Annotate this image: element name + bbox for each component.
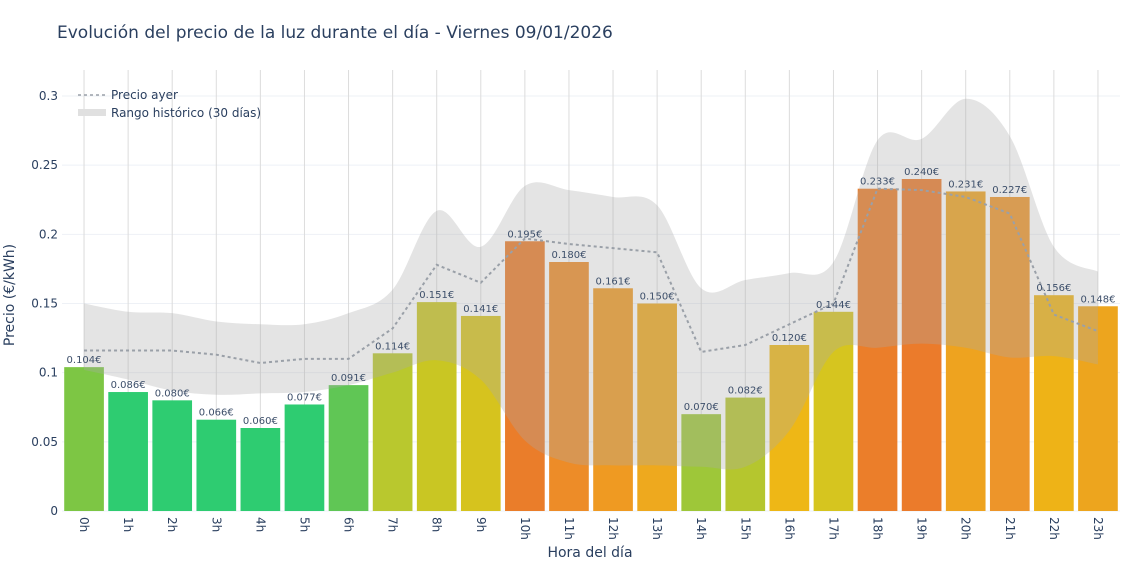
x-tick-label: 4h <box>253 517 267 532</box>
bar-3h <box>196 419 237 511</box>
x-tick-label: 22h <box>1047 517 1061 540</box>
data-label: 0.104€ <box>67 355 102 366</box>
x-tick-label: 18h <box>871 517 885 540</box>
x-tick-label: 7h <box>386 517 400 532</box>
x-axis-title: Hora del día <box>547 545 632 561</box>
data-label: 0.240€ <box>904 167 939 178</box>
chart-title: Evolución del precio de la luz durante e… <box>57 23 613 43</box>
historic-range-band <box>84 98 1098 470</box>
data-label: 0.231€ <box>948 179 983 190</box>
data-label: 0.144€ <box>816 300 851 311</box>
data-label: 0.148€ <box>1080 294 1115 305</box>
bar-18h <box>857 188 898 511</box>
x-tick-label: 23h <box>1091 517 1105 540</box>
bar-7h <box>372 353 413 511</box>
data-label: 0.120€ <box>772 333 807 344</box>
legend[interactable]: Precio ayer Rango histórico (30 días) <box>78 88 261 120</box>
data-label: 0.141€ <box>463 304 498 315</box>
data-labels: 0.104€ 0.086€ 0.080€ 0.066€ 0.060€ 0.077€ 0.09… <box>67 167 1116 427</box>
legend-yesterday[interactable]: Precio ayer <box>111 88 178 102</box>
bar-17h <box>813 311 854 511</box>
y-tick-label: 0.15 <box>31 297 58 311</box>
historic-range-area <box>84 98 1098 470</box>
x-tick-label: 0h <box>77 517 91 532</box>
y-axis-title: Precio (€/kWh) <box>2 244 18 346</box>
bar-2h <box>152 400 193 511</box>
y-tick-label: 0 <box>50 504 58 518</box>
x-tick-label: 14h <box>694 517 708 540</box>
data-label: 0.080€ <box>155 388 190 399</box>
data-label: 0.060€ <box>243 416 278 427</box>
x-tick-label: 12h <box>606 517 620 540</box>
bar-4h <box>240 428 281 511</box>
x-tick-label: 17h <box>826 517 840 540</box>
data-label: 0.161€ <box>596 276 631 287</box>
bar-6h <box>328 385 369 511</box>
data-label: 0.233€ <box>860 177 895 188</box>
bar-11h <box>549 262 589 511</box>
data-label: 0.086€ <box>111 380 146 391</box>
x-axis-ticks: 0h 1h 2h 3h 4h 5h 6h 7h 8h 9h 10h 11h 12h 13h 14h 15h 16… <box>77 517 1105 540</box>
bar-1h <box>108 392 148 511</box>
bar-19h <box>901 179 942 511</box>
bar-16h <box>769 345 810 511</box>
x-tick-label: 8h <box>430 517 444 532</box>
bar-8h <box>416 302 457 511</box>
data-label: 0.195€ <box>507 229 542 240</box>
y-tick-label: 0.1 <box>39 366 58 380</box>
yesterday-price-polyline <box>84 187 1099 364</box>
bar-21h <box>989 196 1030 511</box>
bar-20h <box>945 191 986 511</box>
data-label: 0.227€ <box>992 185 1027 196</box>
x-tick-label: 9h <box>474 517 488 532</box>
y-axis-ticks: 0 0.05 0.1 0.15 0.2 0.25 0.3 <box>31 89 58 518</box>
x-tick-label: 15h <box>738 517 752 540</box>
bar-23h <box>1078 306 1118 511</box>
x-tick-label: 21h <box>1003 517 1017 540</box>
x-tick-label: 6h <box>342 517 356 532</box>
x-tick-label: 10h <box>518 517 532 540</box>
legend-range[interactable]: Rango histórico (30 días) <box>111 106 261 120</box>
x-tick-label: 20h <box>959 517 973 540</box>
data-label: 0.151€ <box>419 290 454 301</box>
data-label: 0.070€ <box>684 402 719 413</box>
bar-12h <box>593 288 633 511</box>
x-tick-label: 2h <box>165 517 179 532</box>
y-tick-label: 0.2 <box>39 227 58 241</box>
bar-22h <box>1034 295 1074 511</box>
x-tick-label: 19h <box>915 517 929 540</box>
x-tick-label: 3h <box>209 517 223 532</box>
bar-9h <box>460 315 501 511</box>
x-tick-label: 1h <box>121 517 135 532</box>
bar-13h <box>637 303 677 511</box>
y-tick-label: 0.3 <box>39 89 58 103</box>
y-tick-label: 0.25 <box>31 158 58 172</box>
x-tick-label: 16h <box>782 517 796 540</box>
bar-10h <box>505 241 545 511</box>
data-label: 0.066€ <box>199 408 234 419</box>
x-tick-label: 11h <box>562 517 576 540</box>
data-label: 0.180€ <box>551 250 586 261</box>
legend-band-icon <box>78 109 106 116</box>
x-tick-label: 13h <box>650 517 664 540</box>
bar-14h <box>681 414 722 511</box>
bars <box>64 179 1118 511</box>
data-label: 0.091€ <box>331 373 366 384</box>
data-label: 0.077€ <box>287 392 322 403</box>
data-label: 0.082€ <box>728 386 763 397</box>
x-tick-label: 5h <box>297 517 311 532</box>
y-tick-label: 0.05 <box>31 435 58 449</box>
data-label: 0.150€ <box>640 292 675 303</box>
bar-5h <box>284 404 325 511</box>
bar-15h <box>725 397 766 511</box>
data-label: 0.156€ <box>1036 283 1071 294</box>
yesterday-price-line <box>84 187 1099 364</box>
data-label: 0.114€ <box>375 341 410 352</box>
bar-0h <box>64 367 104 511</box>
